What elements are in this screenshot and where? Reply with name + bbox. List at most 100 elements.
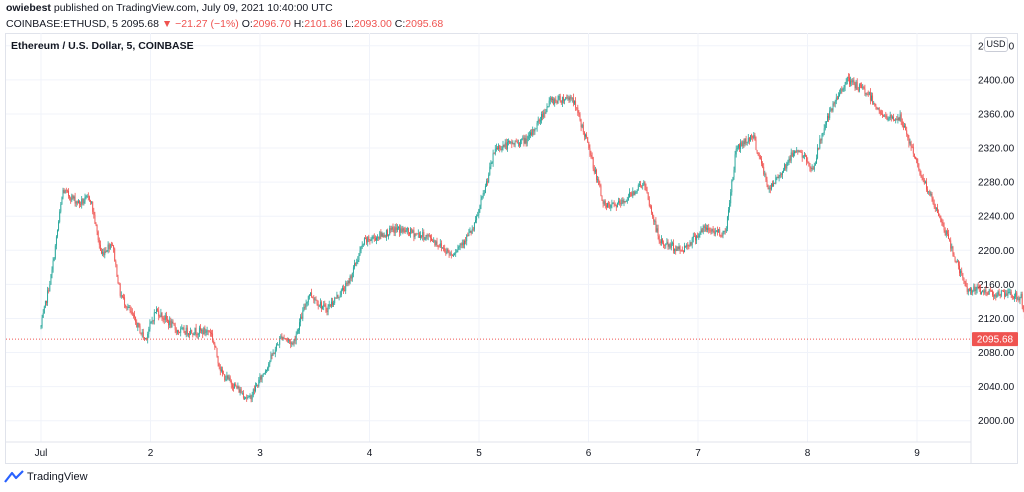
candle-body: [807, 161, 809, 163]
candle-body: [355, 263, 357, 265]
candle-body: [256, 384, 258, 387]
candle-body: [349, 276, 351, 284]
candle-body: [101, 250, 102, 254]
candle-body: [183, 327, 185, 333]
y-tick-label: 2040.00: [978, 382, 1015, 393]
candle-body: [1006, 293, 1008, 296]
candle-body: [756, 149, 758, 153]
candle-body: [929, 191, 931, 196]
candle-body: [689, 242, 691, 247]
candle-body: [839, 93, 841, 97]
candle-body: [516, 141, 518, 144]
candle-body: [313, 297, 315, 301]
open-label: O:: [241, 18, 253, 30]
candle-body: [555, 99, 557, 101]
candle-body: [59, 211, 61, 222]
candle-body: [316, 299, 318, 305]
candle-body: [928, 191, 930, 193]
chart-panel[interactable]: [5, 33, 1018, 464]
candle-body: [239, 389, 241, 393]
tradingview-footer[interactable]: TradingView: [4, 470, 88, 484]
candle-body: [391, 227, 393, 231]
candle-body: [102, 252, 104, 254]
candle-body: [904, 125, 905, 128]
candle-body: [812, 167, 814, 170]
y-tick-label: 2080.00: [978, 348, 1015, 359]
candle-body: [88, 196, 90, 201]
candle-body: [901, 121, 903, 126]
candle-body: [658, 236, 660, 242]
candle-body: [820, 139, 822, 141]
candle-body: [372, 236, 374, 239]
candle-body: [559, 95, 561, 101]
candle-body: [808, 161, 810, 164]
candle-body: [163, 318, 165, 320]
candle-body: [678, 246, 680, 249]
candle-body: [257, 384, 259, 387]
candle-body: [360, 247, 362, 251]
candle-body: [261, 374, 263, 380]
candle-body: [75, 201, 77, 204]
candle-body: [503, 144, 505, 147]
candle-body: [54, 245, 56, 259]
candle-body: [899, 114, 901, 121]
candle-body: [814, 163, 816, 166]
candle-body: [653, 216, 655, 222]
candle-body: [544, 112, 546, 114]
candle-body: [415, 233, 417, 235]
candle-body: [741, 142, 743, 147]
candle-body: [532, 129, 534, 135]
candle-body: [687, 244, 689, 247]
candlestick-chart[interactable]: 2000.00 2040.00 2080.00 2120.00 2160.00 2200.…: [0, 0, 1024, 470]
candle-body: [757, 152, 759, 156]
candle-body: [142, 332, 144, 338]
candle-body: [549, 97, 551, 101]
candle-body: [159, 316, 161, 318]
candle-body: [148, 329, 150, 334]
candle-body: [907, 134, 909, 138]
candle-body: [96, 224, 98, 232]
candle-body: [438, 246, 440, 248]
candle-body: [531, 132, 533, 135]
candle-body: [356, 261, 358, 264]
candle-body: [833, 103, 835, 105]
candle-body: [813, 165, 815, 170]
candle-body: [844, 84, 846, 87]
candle-body: [574, 101, 575, 104]
candle-body: [709, 230, 711, 232]
candle-body: [387, 230, 388, 237]
candle-body: [557, 99, 559, 104]
candle-body: [216, 347, 218, 357]
candle-body: [845, 81, 847, 85]
publisher-name[interactable]: owiebest: [6, 2, 51, 14]
currency-badge[interactable]: USD: [984, 37, 1008, 52]
candle-body: [597, 179, 599, 180]
candle-body: [762, 163, 764, 167]
candle-body: [395, 227, 397, 231]
candle-body: [42, 313, 44, 318]
candle-body: [885, 115, 887, 118]
candle-body: [783, 170, 784, 172]
candle-body: [251, 395, 253, 400]
candle-body: [913, 153, 915, 157]
candle-body: [454, 253, 456, 256]
candle-body: [919, 169, 921, 175]
candle-body: [747, 137, 749, 143]
candle-body: [565, 97, 567, 101]
candle-body: [666, 241, 668, 244]
candle-body: [484, 186, 486, 193]
candle-body: [857, 89, 859, 91]
candle-body: [758, 155, 760, 157]
candle-body: [431, 237, 432, 241]
candle-body: [302, 310, 304, 319]
candle-body: [520, 140, 522, 146]
candle-body: [543, 112, 545, 118]
candle-body: [943, 225, 945, 231]
candle-body: [627, 197, 629, 201]
candle-body: [750, 135, 751, 142]
candle-body: [340, 289, 342, 296]
candle-body: [494, 148, 496, 154]
candle-body: [874, 103, 876, 106]
candle-body: [238, 386, 240, 393]
candle-body: [139, 325, 141, 334]
